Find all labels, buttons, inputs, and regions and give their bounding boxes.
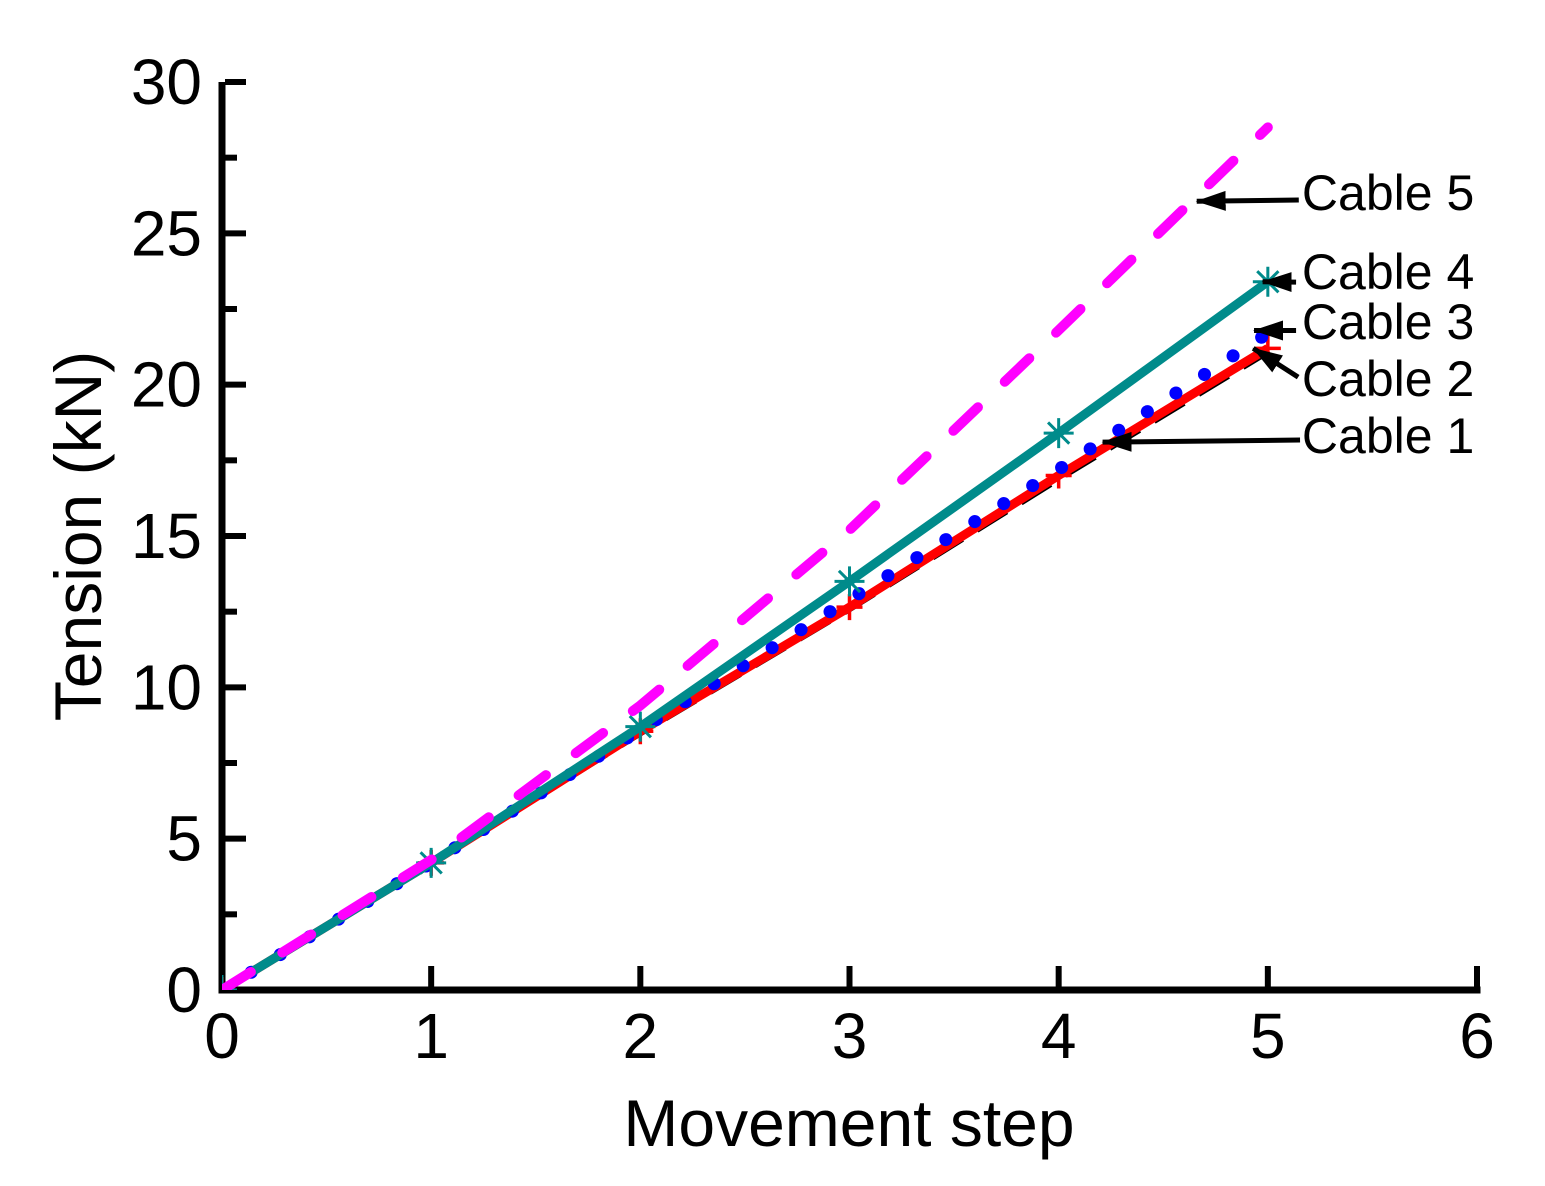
x-tick-label: 6: [1459, 1000, 1495, 1072]
y-tick-label: 10: [131, 651, 202, 723]
y-tick-label: 30: [131, 46, 202, 118]
annotation-arrow-cable-2: [1253, 348, 1298, 377]
x-tick-label: 0: [204, 1000, 240, 1072]
axes: [219, 82, 1481, 994]
x-tick-label: 4: [1041, 1000, 1077, 1072]
y-tick-label: 15: [131, 500, 202, 572]
y-tick-label: 25: [131, 197, 202, 269]
asterisk-marker: [835, 566, 865, 596]
annotation-label-cable-5: Cable 5: [1302, 165, 1474, 221]
x-tick-label: 1: [413, 1000, 449, 1072]
series-line-cable-5: [222, 127, 1268, 990]
annotation-arrow-cable-5: [1197, 200, 1299, 201]
y-axis-title: Tension (kN): [41, 351, 115, 721]
series-group: [207, 127, 1283, 1005]
y-tick-label: 20: [131, 349, 202, 421]
x-tick-label: 2: [623, 1000, 659, 1072]
annotation-label-cable-2: Cable 2: [1302, 351, 1474, 407]
x-tick-label: 3: [832, 1000, 868, 1072]
annotation-arrow-cable-1: [1103, 440, 1300, 442]
x-tick-label: 5: [1250, 1000, 1286, 1072]
y-tick-label: 0: [166, 954, 202, 1026]
y-tick-label: 5: [166, 803, 202, 875]
asterisk-marker: [1044, 418, 1074, 448]
annotation-label-cable-3: Cable 3: [1302, 294, 1474, 350]
annotation-label-cable-4: Cable 4: [1302, 244, 1474, 300]
series-line-cable-4: [222, 282, 1268, 990]
x-axis-title: Movement step: [623, 1086, 1074, 1160]
asterisk-marker: [625, 712, 655, 742]
annotation-label-cable-1: Cable 1: [1302, 408, 1474, 464]
